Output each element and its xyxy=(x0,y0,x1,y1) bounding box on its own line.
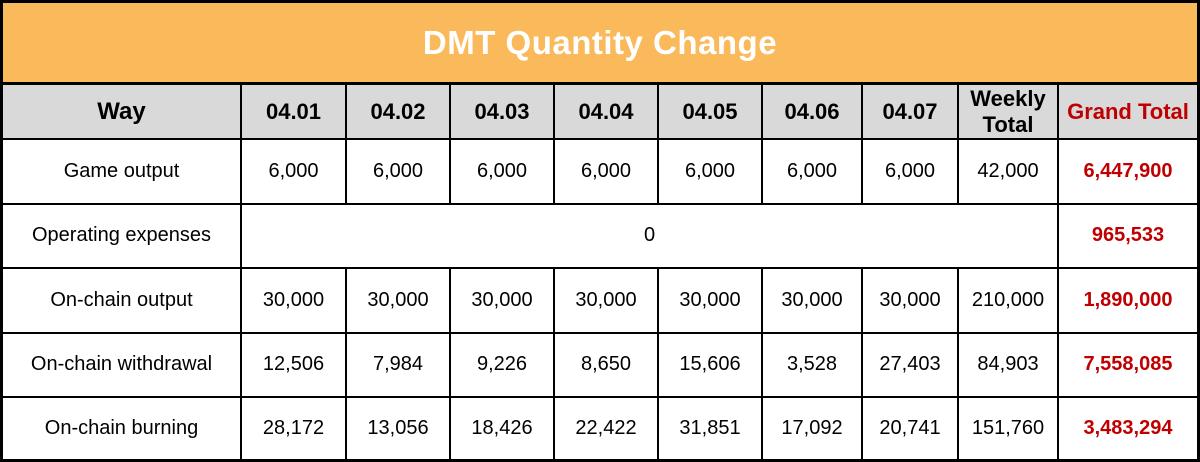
cell-game-output-grand-total: 6,447,900 xyxy=(1057,138,1197,205)
cell-on-chain-withdrawal-04-04: 8,650 xyxy=(553,331,659,399)
cell-on-chain-burning-04-06: 17,092 xyxy=(761,396,863,459)
cell-on-chain-withdrawal-04-03: 9,226 xyxy=(449,331,555,399)
column-header-04-05: 04.05 xyxy=(657,85,763,140)
cell-on-chain-withdrawal-04-01: 12,506 xyxy=(240,331,347,399)
row-label: On-chain withdrawal xyxy=(3,331,242,399)
table-title: DMT Quantity Change xyxy=(3,3,1197,85)
cell-on-chain-output-grand-total: 1,890,000 xyxy=(1057,267,1197,334)
cell-on-chain-withdrawal-weekly-total: 84,903 xyxy=(957,331,1059,399)
cell-on-chain-withdrawal-04-07: 27,403 xyxy=(861,331,959,399)
column-header-04-01: 04.01 xyxy=(240,85,347,140)
cell-on-chain-output-04-06: 30,000 xyxy=(761,267,863,334)
table-row-on-chain-burning: On-chain burning 28,172 13,056 18,426 22… xyxy=(3,396,1197,459)
cell-on-chain-withdrawal-04-05: 15,606 xyxy=(657,331,763,399)
row-label: Game output xyxy=(3,138,242,205)
cell-game-output-04-01: 6,000 xyxy=(240,138,347,205)
cell-on-chain-withdrawal-04-06: 3,528 xyxy=(761,331,863,399)
column-header-04-07: 04.07 xyxy=(861,85,959,140)
cell-on-chain-burning-04-03: 18,426 xyxy=(449,396,555,459)
cell-on-chain-output-04-04: 30,000 xyxy=(553,267,659,334)
column-header-04-02: 04.02 xyxy=(345,85,451,140)
table-row-on-chain-withdrawal: On-chain withdrawal 12,506 7,984 9,226 8… xyxy=(3,331,1197,399)
cell-on-chain-output-04-07: 30,000 xyxy=(861,267,959,334)
dmt-quantity-table: Way 04.01 04.02 04.03 04.04 04.05 04.06 … xyxy=(3,85,1197,459)
cell-on-chain-output-04-01: 30,000 xyxy=(240,267,347,334)
cell-on-chain-burning-04-02: 13,056 xyxy=(345,396,451,459)
cell-game-output-04-07: 6,000 xyxy=(861,138,959,205)
cell-on-chain-burning-grand-total: 3,483,294 xyxy=(1057,396,1197,459)
row-label: Operating expenses xyxy=(3,202,242,270)
cell-game-output-weekly-total: 42,000 xyxy=(957,138,1059,205)
column-header-04-04: 04.04 xyxy=(553,85,659,140)
cell-game-output-04-06: 6,000 xyxy=(761,138,863,205)
cell-on-chain-burning-weekly-total: 151,760 xyxy=(957,396,1059,459)
column-header-weekly-total: Weekly Total xyxy=(957,85,1059,140)
header-row: Way 04.01 04.02 04.03 04.04 04.05 04.06 … xyxy=(3,85,1197,140)
column-header-04-03: 04.03 xyxy=(449,85,555,140)
column-header-04-06: 04.06 xyxy=(761,85,863,140)
cell-on-chain-burning-04-04: 22,422 xyxy=(553,396,659,459)
row-label: On-chain output xyxy=(3,267,242,334)
table-row-on-chain-output: On-chain output 30,000 30,000 30,000 30,… xyxy=(3,267,1197,334)
table-row-operating-expenses: Operating expenses 0 965,533 xyxy=(3,202,1197,270)
cell-on-chain-output-04-03: 30,000 xyxy=(449,267,555,334)
cell-on-chain-output-04-02: 30,000 xyxy=(345,267,451,334)
cell-on-chain-burning-04-05: 31,851 xyxy=(657,396,763,459)
cell-on-chain-withdrawal-grand-total: 7,558,085 xyxy=(1057,331,1197,399)
table-row-game-output: Game output 6,000 6,000 6,000 6,000 6,00… xyxy=(3,138,1197,205)
cell-game-output-04-03: 6,000 xyxy=(449,138,555,205)
cell-game-output-04-04: 6,000 xyxy=(553,138,659,205)
cell-operating-expenses-merged: 0 xyxy=(240,202,1059,270)
cell-game-output-04-02: 6,000 xyxy=(345,138,451,205)
cell-game-output-04-05: 6,000 xyxy=(657,138,763,205)
row-label: On-chain burning xyxy=(3,396,242,459)
cell-on-chain-output-04-05: 30,000 xyxy=(657,267,763,334)
cell-operating-expenses-grand-total: 965,533 xyxy=(1057,202,1197,270)
cell-on-chain-output-weekly-total: 210,000 xyxy=(957,267,1059,334)
cell-on-chain-burning-04-01: 28,172 xyxy=(240,396,347,459)
cell-on-chain-burning-04-07: 20,741 xyxy=(861,396,959,459)
column-header-grand-total: Grand Total xyxy=(1057,85,1197,140)
cell-on-chain-withdrawal-04-02: 7,984 xyxy=(345,331,451,399)
column-header-way: Way xyxy=(3,85,242,140)
